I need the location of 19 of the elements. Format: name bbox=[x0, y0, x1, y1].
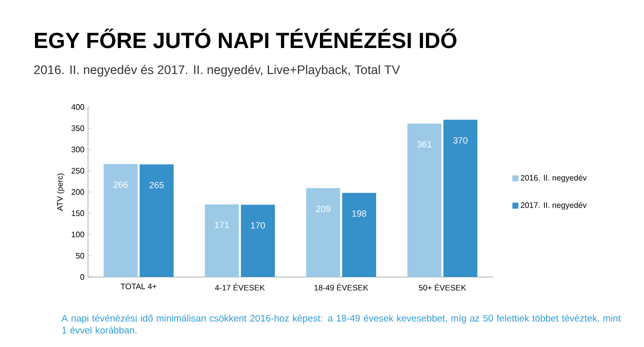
bar bbox=[140, 164, 174, 277]
data-label: 266 bbox=[114, 181, 128, 188]
bar bbox=[443, 120, 478, 277]
data-label: 209 bbox=[316, 206, 330, 212]
bar bbox=[104, 164, 138, 277]
data-label: 170 bbox=[251, 222, 266, 229]
chart-title: EGY FŐRE JUTÓ NAPI TÉVÉNÉZÉSI IDŐ bbox=[34, 28, 456, 48]
bar bbox=[240, 204, 275, 277]
data-label: 171 bbox=[215, 222, 229, 228]
bar bbox=[342, 192, 376, 277]
bar bbox=[407, 124, 442, 277]
data-label: 361 bbox=[417, 141, 432, 148]
text: A napi tévénézési idő minimálisan csökkent 2016-hoz képest: a 18-49 évesek kevesebbet, míg az 50 felettiek többet tévéztek, mint 1 évvel korábban. bbox=[62, 314, 621, 334]
data-label: 370 bbox=[453, 137, 468, 144]
bar bbox=[204, 204, 239, 277]
data-label: 198 bbox=[352, 210, 366, 217]
bar bbox=[306, 188, 340, 277]
chart-subtitle: 2016. II. negyedév és 2017. II. negyedév, Live+Playback, Total TV bbox=[34, 64, 400, 77]
data-label: 265 bbox=[150, 182, 164, 188]
